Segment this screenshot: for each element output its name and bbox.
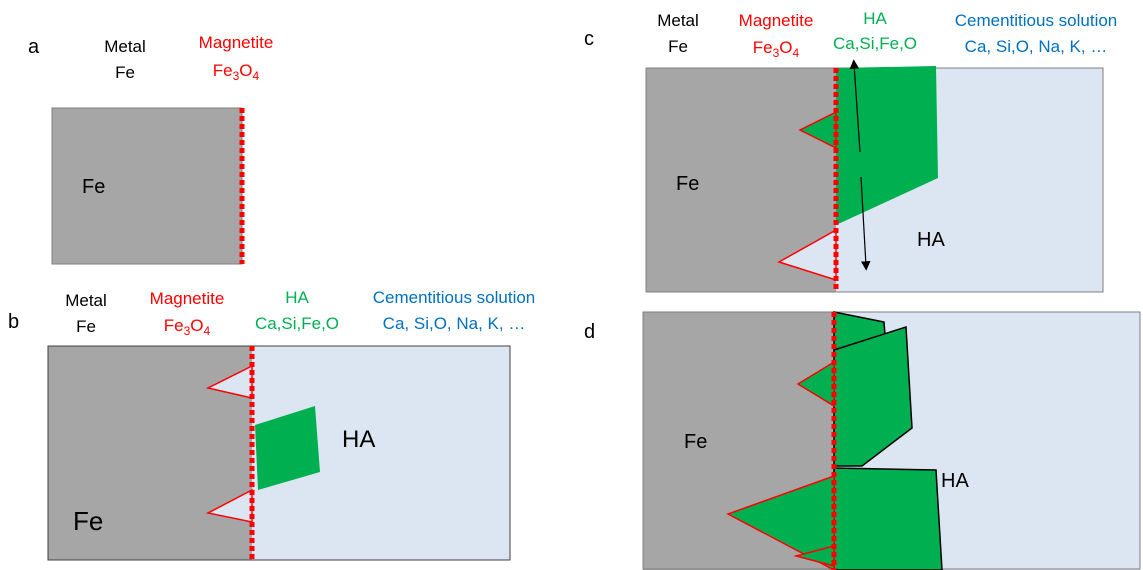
fe-label: Fe	[684, 431, 707, 453]
panel-letter-a: a	[28, 36, 40, 58]
pit-upper-filled	[798, 110, 837, 150]
panel-d: d HA Fe	[584, 311, 1141, 570]
magnetite-formula: Fe3O4	[753, 38, 800, 60]
arrow-up-icon	[849, 59, 861, 153]
magnetite-label: Magnetite	[739, 11, 814, 30]
magnetite-formula: Fe3O4	[164, 316, 211, 338]
fe-label: Fe	[73, 506, 103, 536]
cement-header-line1: Cementitious solution	[955, 11, 1118, 30]
panel-c: c Metal Fe Magnetite Fe3O4 HA Ca,Si,Fe,O…	[584, 9, 1118, 293]
metal-label-line2: Fe	[668, 37, 688, 56]
metal-label-line2: Fe	[76, 317, 96, 336]
arrow-down-icon	[860, 176, 871, 271]
metal-label-line1: Metal	[657, 11, 699, 30]
ha-header-line1: HA	[285, 288, 309, 307]
metal-label-line2: Fe	[115, 63, 135, 82]
metal-label-line1: Metal	[104, 37, 146, 56]
ha-header-line1: HA	[863, 9, 887, 28]
ha-crystal-middle	[833, 325, 913, 467]
ha-crystal	[255, 406, 320, 490]
ha-label: HA	[941, 470, 969, 492]
panel-letter-c: c	[584, 28, 594, 50]
metal-block	[48, 346, 252, 560]
ha-header-line2: Ca,Si,Fe,O	[833, 34, 917, 53]
ha-crystal-bottom	[833, 467, 943, 570]
metal-label-line1: Metal	[65, 291, 107, 310]
panel-letter-d: d	[584, 321, 595, 343]
cement-header-line1: Cementitious solution	[373, 288, 536, 307]
ha-label: HA	[917, 229, 945, 251]
cement-header-line2: Ca, Si,O, Na, K, …	[965, 37, 1108, 56]
cement-header-line2: Ca, Si,O, Na, K, …	[383, 314, 526, 333]
magnetite-label: Magnetite	[150, 289, 225, 308]
panel-frame	[47, 345, 511, 561]
magnetite-formula: Fe3O4	[213, 61, 260, 83]
panel-b: b Metal Fe Magnetite Fe3O4 HA Ca,Si,Fe,O…	[8, 288, 536, 561]
magnetite-label: Magnetite	[199, 33, 274, 52]
metal-block	[51, 107, 243, 265]
ha-label: HA	[342, 426, 375, 453]
panel-letter-b: b	[8, 311, 19, 333]
panel-a: a Metal Fe Magnetite Fe3O4 Fe	[28, 33, 274, 265]
fe-label: Fe	[82, 176, 105, 198]
fe-label: Fe	[676, 173, 699, 195]
ha-header-line2: Ca,Si,Fe,O	[255, 314, 339, 333]
